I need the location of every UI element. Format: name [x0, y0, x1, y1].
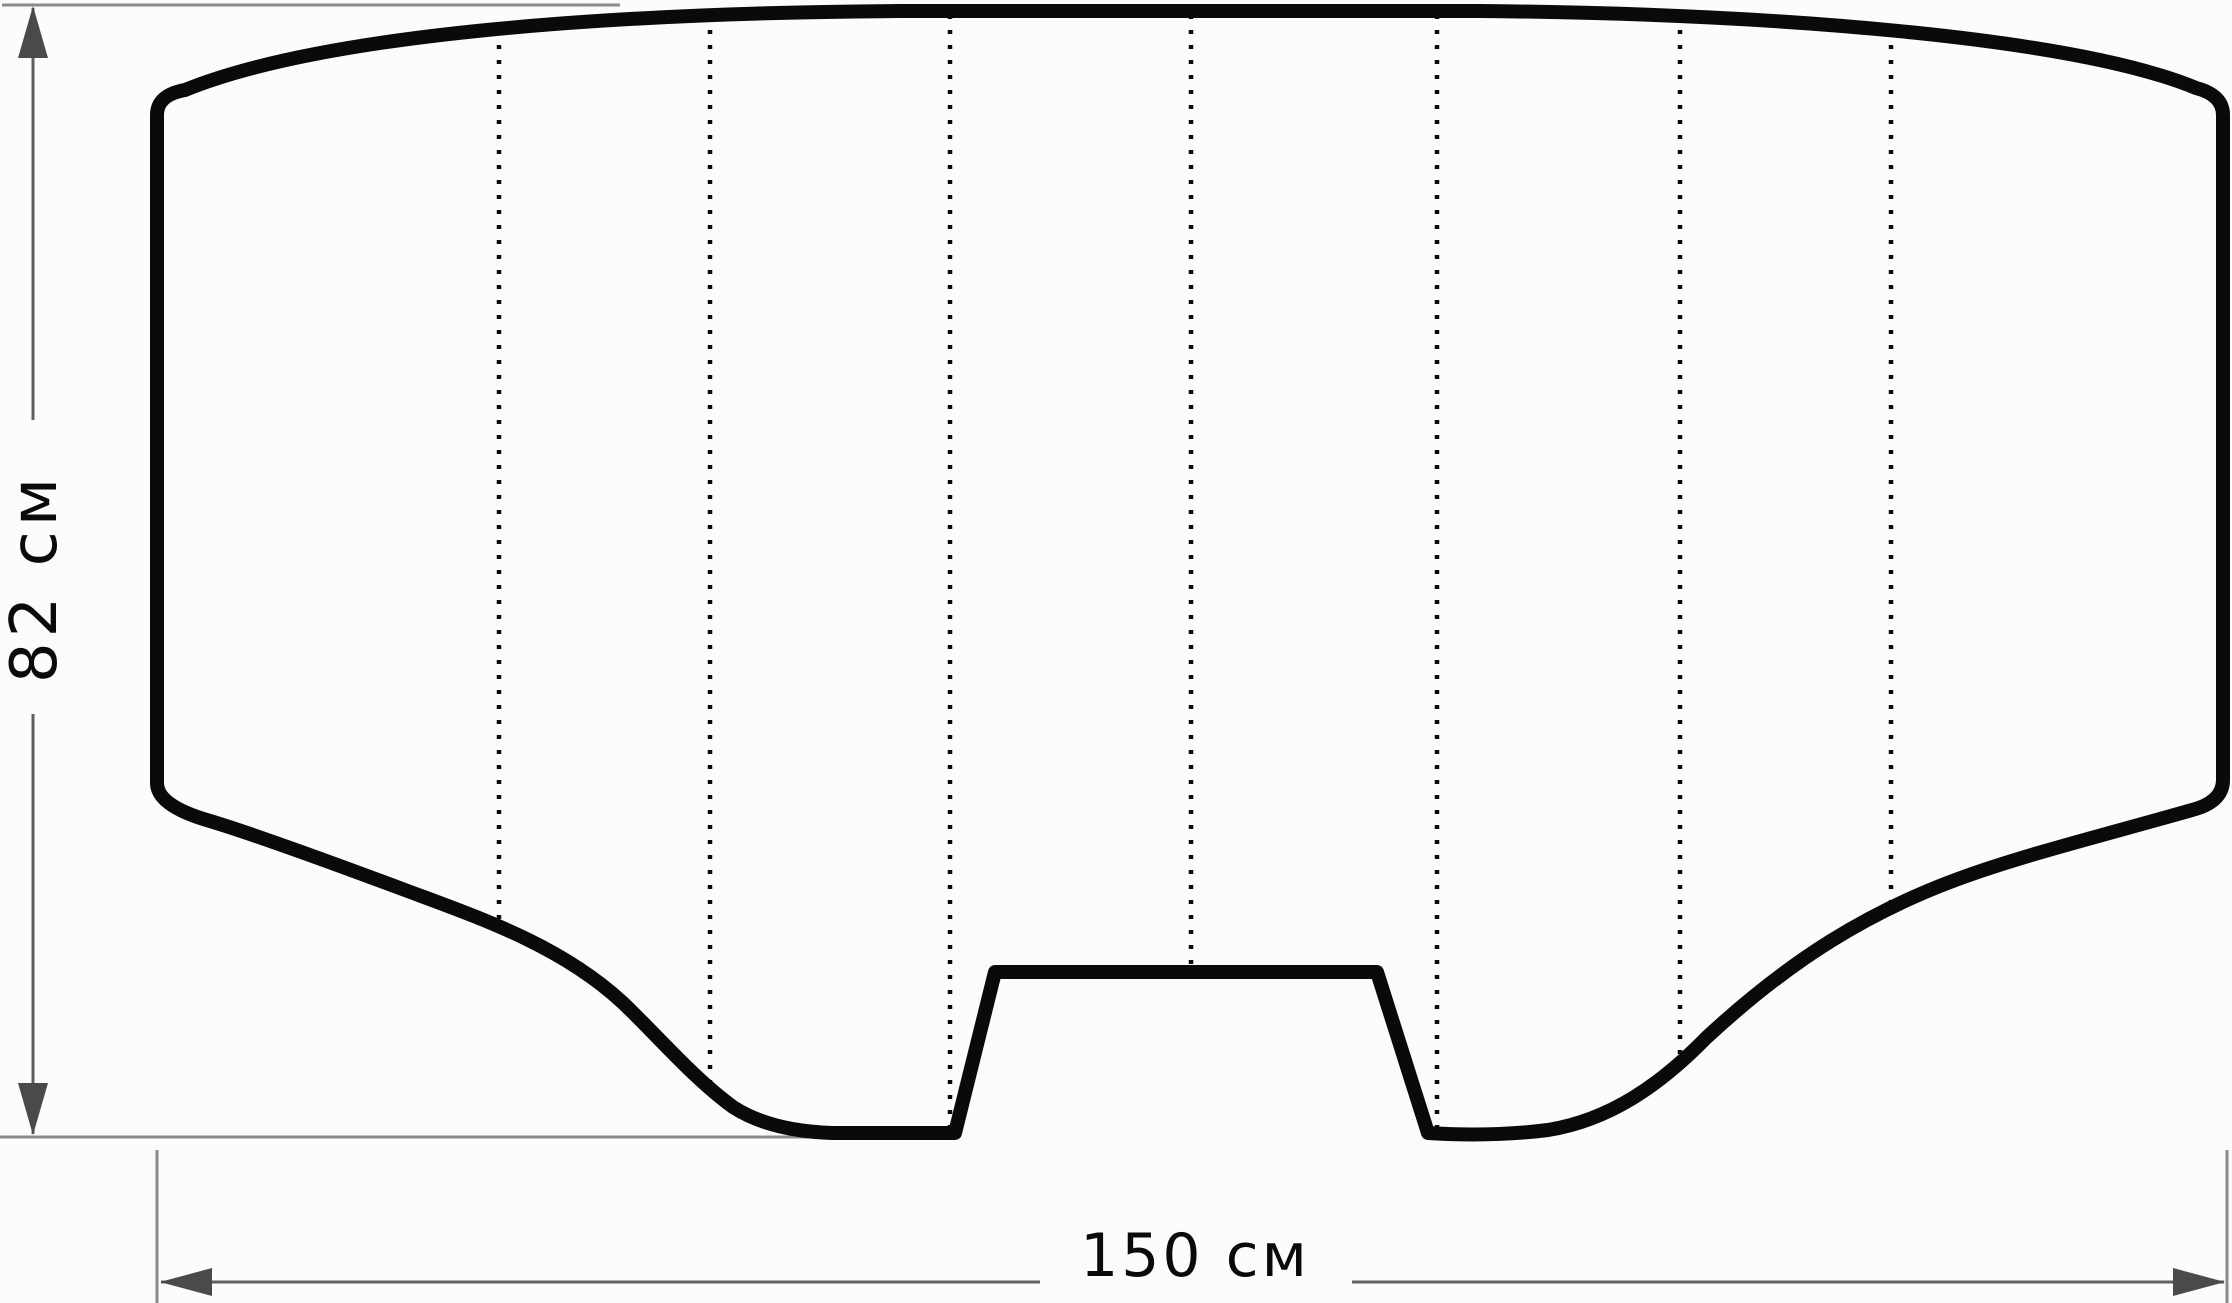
height-dimension-label: 82 см	[0, 472, 72, 684]
width-dimension-label: 150 см	[1080, 1221, 1310, 1291]
arrow-right-icon	[2173, 1268, 2225, 1296]
width-dimension	[160, 1268, 2225, 1296]
fold-lines	[496, 11, 1894, 1135]
arrow-left-icon	[160, 1268, 212, 1296]
arrow-down-icon	[18, 1083, 48, 1135]
arrow-up-icon	[18, 6, 48, 58]
height-dimension	[18, 6, 48, 1135]
